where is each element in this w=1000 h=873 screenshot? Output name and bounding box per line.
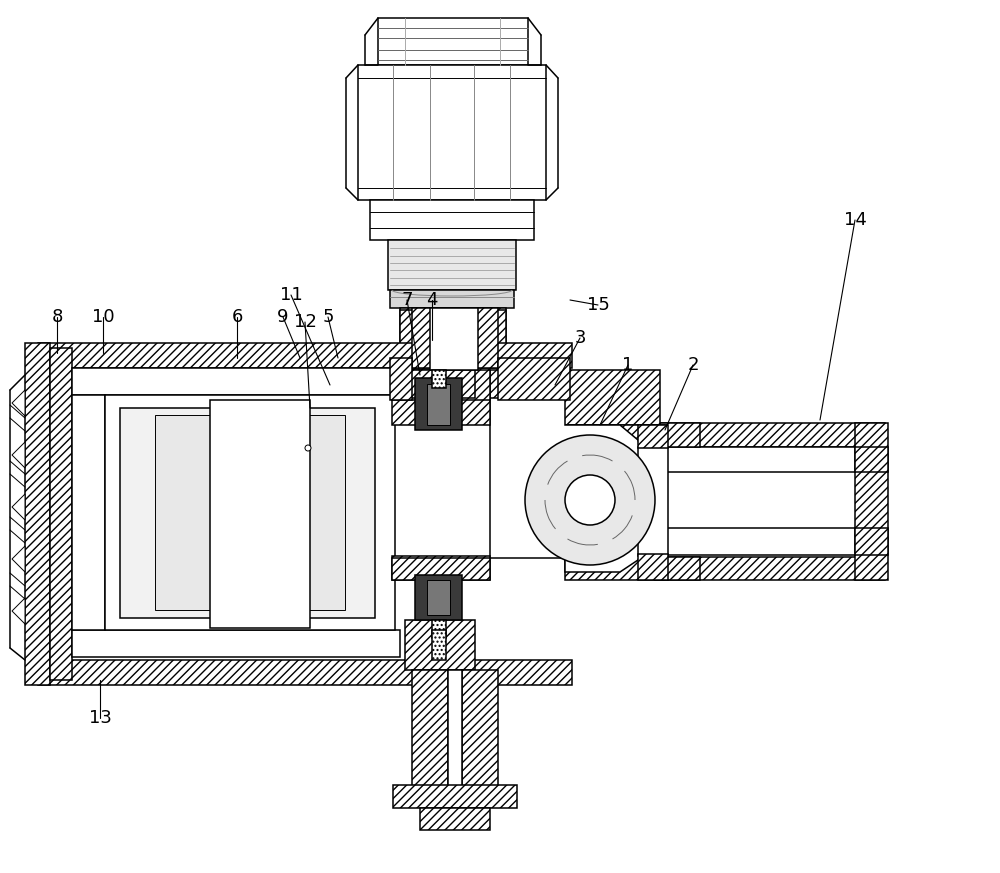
Polygon shape xyxy=(390,358,570,400)
Polygon shape xyxy=(638,447,668,556)
Polygon shape xyxy=(392,398,490,425)
Polygon shape xyxy=(12,442,25,468)
Polygon shape xyxy=(38,343,572,368)
Circle shape xyxy=(305,445,311,451)
Polygon shape xyxy=(855,423,888,580)
Polygon shape xyxy=(390,358,412,400)
Polygon shape xyxy=(105,395,395,630)
Polygon shape xyxy=(12,494,25,520)
Polygon shape xyxy=(412,670,448,790)
Circle shape xyxy=(565,475,615,525)
Polygon shape xyxy=(420,808,490,830)
Polygon shape xyxy=(155,415,345,610)
Text: 11: 11 xyxy=(280,286,302,304)
Polygon shape xyxy=(38,660,572,685)
Text: 14: 14 xyxy=(844,211,866,229)
Text: 13: 13 xyxy=(89,709,111,727)
Polygon shape xyxy=(660,528,855,555)
Polygon shape xyxy=(370,200,534,240)
Polygon shape xyxy=(358,65,546,200)
Text: 8: 8 xyxy=(51,308,63,326)
Text: 12: 12 xyxy=(294,313,316,331)
Text: 2: 2 xyxy=(687,356,699,374)
Text: 6: 6 xyxy=(231,308,243,326)
Polygon shape xyxy=(855,528,888,555)
Text: 4: 4 xyxy=(426,291,438,309)
Polygon shape xyxy=(655,423,700,447)
Text: 15: 15 xyxy=(587,296,609,314)
Polygon shape xyxy=(400,308,430,360)
Text: 9: 9 xyxy=(277,308,289,326)
Polygon shape xyxy=(392,558,490,580)
Polygon shape xyxy=(393,785,517,808)
Polygon shape xyxy=(565,423,885,447)
Polygon shape xyxy=(392,370,490,400)
Polygon shape xyxy=(638,425,668,448)
Polygon shape xyxy=(415,378,462,430)
Polygon shape xyxy=(405,370,475,398)
Polygon shape xyxy=(12,546,25,572)
Text: 10: 10 xyxy=(92,308,114,326)
Text: 3: 3 xyxy=(574,329,586,347)
Polygon shape xyxy=(565,557,885,580)
Polygon shape xyxy=(476,308,506,360)
Polygon shape xyxy=(12,598,25,624)
Polygon shape xyxy=(415,575,462,620)
Polygon shape xyxy=(412,308,498,368)
Polygon shape xyxy=(660,447,855,472)
Polygon shape xyxy=(400,310,506,370)
Polygon shape xyxy=(490,398,645,572)
Polygon shape xyxy=(72,395,105,630)
Polygon shape xyxy=(50,348,72,680)
Polygon shape xyxy=(427,384,450,425)
Polygon shape xyxy=(432,370,446,388)
Polygon shape xyxy=(427,580,450,615)
Polygon shape xyxy=(392,556,490,580)
Polygon shape xyxy=(448,670,462,790)
Polygon shape xyxy=(72,630,400,657)
Polygon shape xyxy=(390,290,514,308)
Polygon shape xyxy=(490,370,660,425)
Polygon shape xyxy=(855,447,888,472)
Polygon shape xyxy=(655,557,700,580)
Polygon shape xyxy=(405,620,475,670)
Polygon shape xyxy=(638,554,668,580)
Polygon shape xyxy=(498,358,570,400)
Text: 7: 7 xyxy=(401,291,413,309)
Circle shape xyxy=(525,435,655,565)
Text: 1: 1 xyxy=(622,356,634,374)
Polygon shape xyxy=(432,630,446,660)
Polygon shape xyxy=(388,240,516,290)
Polygon shape xyxy=(462,670,498,790)
Polygon shape xyxy=(72,368,400,395)
Polygon shape xyxy=(430,308,478,370)
Polygon shape xyxy=(432,620,446,638)
Polygon shape xyxy=(12,390,25,416)
Polygon shape xyxy=(120,408,375,618)
Polygon shape xyxy=(210,400,310,628)
Polygon shape xyxy=(378,18,528,65)
Polygon shape xyxy=(25,343,50,685)
Text: 5: 5 xyxy=(322,308,334,326)
Polygon shape xyxy=(565,425,665,558)
